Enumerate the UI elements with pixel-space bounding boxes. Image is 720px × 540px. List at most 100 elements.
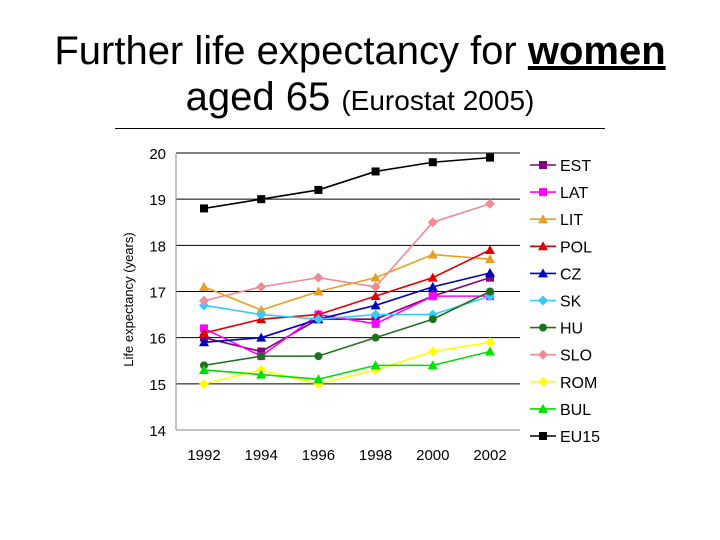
- data-point-slo: [199, 295, 209, 306]
- data-point-bul: [427, 360, 438, 370]
- x-tick-label: 1998: [359, 447, 392, 464]
- data-point-est: [486, 273, 494, 282]
- data-point-slo: [370, 281, 381, 292]
- legend-label-rom: ROM: [560, 375, 597, 392]
- title-emphasis: women: [527, 29, 666, 73]
- data-point-lit: [313, 286, 324, 296]
- data-point-hu: [371, 333, 380, 342]
- data-point-lat: [371, 319, 380, 328]
- data-point-rom: [485, 337, 495, 348]
- data-point-bul: [199, 364, 209, 374]
- y-tick-label: 19: [149, 192, 166, 209]
- legend-marker-hu: [539, 323, 547, 332]
- legend-marker-sk: [538, 295, 548, 306]
- data-point-cz: [256, 332, 267, 342]
- data-point-lat: [428, 292, 437, 301]
- data-point-lit: [427, 249, 438, 259]
- data-point-slo: [427, 217, 438, 228]
- y-tick-label: 18: [149, 238, 166, 255]
- title-main: aged 65: [185, 75, 342, 119]
- legend-marker-lat: [539, 188, 547, 197]
- data-point-pol: [199, 328, 209, 338]
- data-point-pol: [427, 272, 438, 282]
- x-tick-label: 1992: [187, 447, 220, 464]
- data-point-slo: [313, 272, 324, 283]
- legend-label-cz: CZ: [560, 266, 582, 283]
- data-point-slo: [256, 281, 267, 292]
- legend-marker-est: [539, 161, 547, 169]
- legend-marker-eu15: [539, 432, 547, 440]
- data-point-cz: [485, 268, 495, 278]
- data-point-hu: [486, 287, 494, 296]
- data-point-rom: [427, 346, 438, 357]
- slide-title-line-2: aged 65 (Eurostat 2005): [0, 74, 720, 124]
- data-point-bul: [256, 369, 267, 379]
- series-line-slo: [203, 203, 491, 302]
- data-point-pol: [370, 291, 381, 301]
- data-point-lit: [199, 281, 209, 291]
- data-point-sk: [370, 309, 381, 320]
- y-tick-label: 17: [149, 285, 166, 302]
- legend-label-pol: POL: [560, 239, 592, 256]
- data-point-est: [257, 347, 266, 356]
- data-point-hu: [314, 352, 323, 361]
- legend-marker-cz: [538, 268, 548, 278]
- title-divider: [115, 128, 605, 129]
- data-point-pol: [313, 309, 324, 319]
- legend-marker-pol: [538, 241, 548, 251]
- y-tick-label: 16: [149, 331, 166, 348]
- data-point-sk: [313, 314, 324, 325]
- data-point-cz: [370, 300, 381, 310]
- legend-marker-bul: [538, 403, 548, 413]
- legend-label-slo: SLO: [560, 348, 592, 365]
- series-line-bul: [203, 350, 491, 381]
- data-point-eu15: [257, 195, 266, 204]
- data-point-eu15: [486, 153, 494, 162]
- data-point-lit: [256, 304, 267, 314]
- data-point-hu: [428, 315, 437, 324]
- series-line-cz: [203, 272, 491, 344]
- data-point-bul: [313, 374, 324, 384]
- y-tick-label: 14: [149, 423, 166, 440]
- x-tick-label: 1994: [245, 447, 278, 464]
- data-point-bul: [370, 360, 381, 370]
- legend-label-lat: LAT: [560, 185, 588, 202]
- legend-label-lit: LIT: [560, 212, 583, 229]
- data-point-sk: [256, 309, 267, 320]
- data-point-pol: [485, 244, 495, 254]
- data-point-slo: [485, 198, 495, 209]
- slide-title: Further life expectancy for women aged 6…: [0, 28, 720, 124]
- legend-label-est: EST: [560, 158, 591, 175]
- series-line-lat: [203, 295, 490, 358]
- data-point-lit: [485, 254, 495, 264]
- series-line-lit: [203, 253, 491, 311]
- data-point-rom: [199, 378, 209, 389]
- y-tick-label: 20: [149, 146, 166, 163]
- y-axis-title: Life expectancy (years): [121, 232, 136, 366]
- legend-label-eu15: EU15: [560, 429, 600, 446]
- data-point-cz: [199, 337, 209, 347]
- legend-label-hu: HU: [560, 321, 583, 338]
- legend-label-bul: BUL: [560, 402, 591, 419]
- legend-marker-slo: [538, 349, 548, 360]
- data-point-eu15: [371, 167, 380, 176]
- title-prefix: Further life expectancy for: [54, 29, 528, 73]
- series-line-est: [203, 276, 491, 353]
- x-tick-label: 1996: [302, 447, 335, 464]
- data-point-eu15: [200, 204, 208, 213]
- data-point-eu15: [314, 185, 323, 194]
- series-line-rom: [203, 341, 491, 385]
- series-line-sk: [203, 295, 491, 321]
- data-point-bul: [485, 346, 495, 356]
- data-point-eu15: [428, 158, 437, 167]
- legend-label-sk: SK: [560, 294, 582, 311]
- legend-marker-lit: [538, 214, 548, 224]
- legend-marker-rom: [538, 376, 548, 387]
- title-source: (Eurostat 2005): [341, 85, 535, 116]
- x-tick-label: 2000: [416, 447, 449, 464]
- y-tick-label: 15: [149, 377, 166, 394]
- data-point-cz: [427, 281, 438, 291]
- series-line-hu: [203, 290, 491, 367]
- series-line-eu15: [203, 156, 491, 210]
